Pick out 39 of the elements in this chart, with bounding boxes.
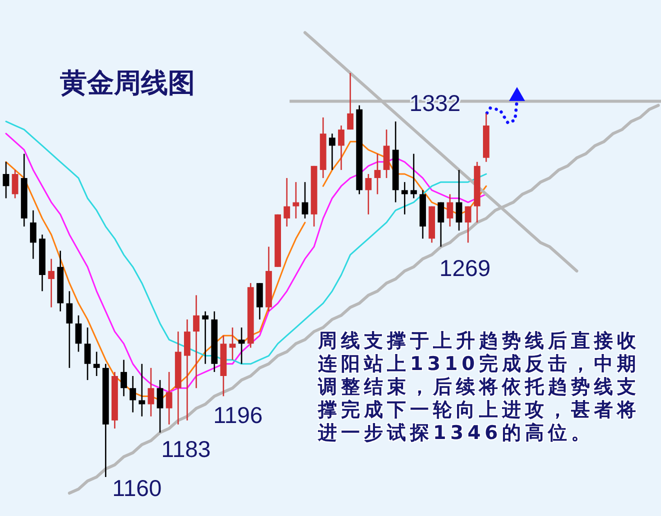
candlestick: [374, 153, 381, 195]
candlestick: [75, 314, 82, 352]
candlestick: [401, 181, 408, 216]
annotation: 周线支撑于上升趋势线后直接收连阳站上1310完成反击，中期调整结束，后续将依托趋势线支撑完成下一轮向上进攻，甚者将进一步试探1346的高位。: [318, 330, 641, 445]
candlestick: [365, 173, 372, 216]
candlestick: [410, 153, 417, 199]
candlestick: [148, 367, 154, 418]
annotation: 1269: [439, 255, 491, 281]
candlestick: [338, 124, 344, 171]
chart-title: 黄金周线图: [59, 68, 195, 99]
candlestick: [347, 72, 354, 130]
candlestick: [438, 202, 444, 248]
candlestick: [93, 351, 100, 377]
candlestick: [193, 294, 200, 389]
candlestick: [156, 379, 164, 434]
candlestick: [292, 181, 300, 220]
candlestick: [48, 258, 54, 308]
candlestick: [229, 326, 236, 360]
candlestick: [12, 169, 18, 199]
candlestick: [202, 310, 209, 365]
candlestick: [66, 290, 73, 369]
candlestick: [166, 371, 172, 426]
annotation: 1160: [112, 475, 162, 501]
candlestick: [2, 161, 10, 199]
candlestick: [30, 210, 36, 260]
candlestick: [238, 326, 245, 365]
candlestick: [456, 169, 462, 232]
candlestick: [446, 194, 454, 228]
annotation: 1183: [161, 436, 211, 462]
annotation: 1332: [409, 90, 461, 116]
candlestick: [84, 326, 91, 381]
candlestick: [120, 359, 127, 397]
candlestick: [138, 363, 146, 418]
candlestick: [284, 177, 290, 228]
candlestick: [302, 181, 308, 220]
annotation: 1196: [213, 402, 263, 428]
candlestick: [328, 132, 336, 171]
candlestick: [130, 375, 136, 414]
candlestick: [464, 206, 472, 244]
